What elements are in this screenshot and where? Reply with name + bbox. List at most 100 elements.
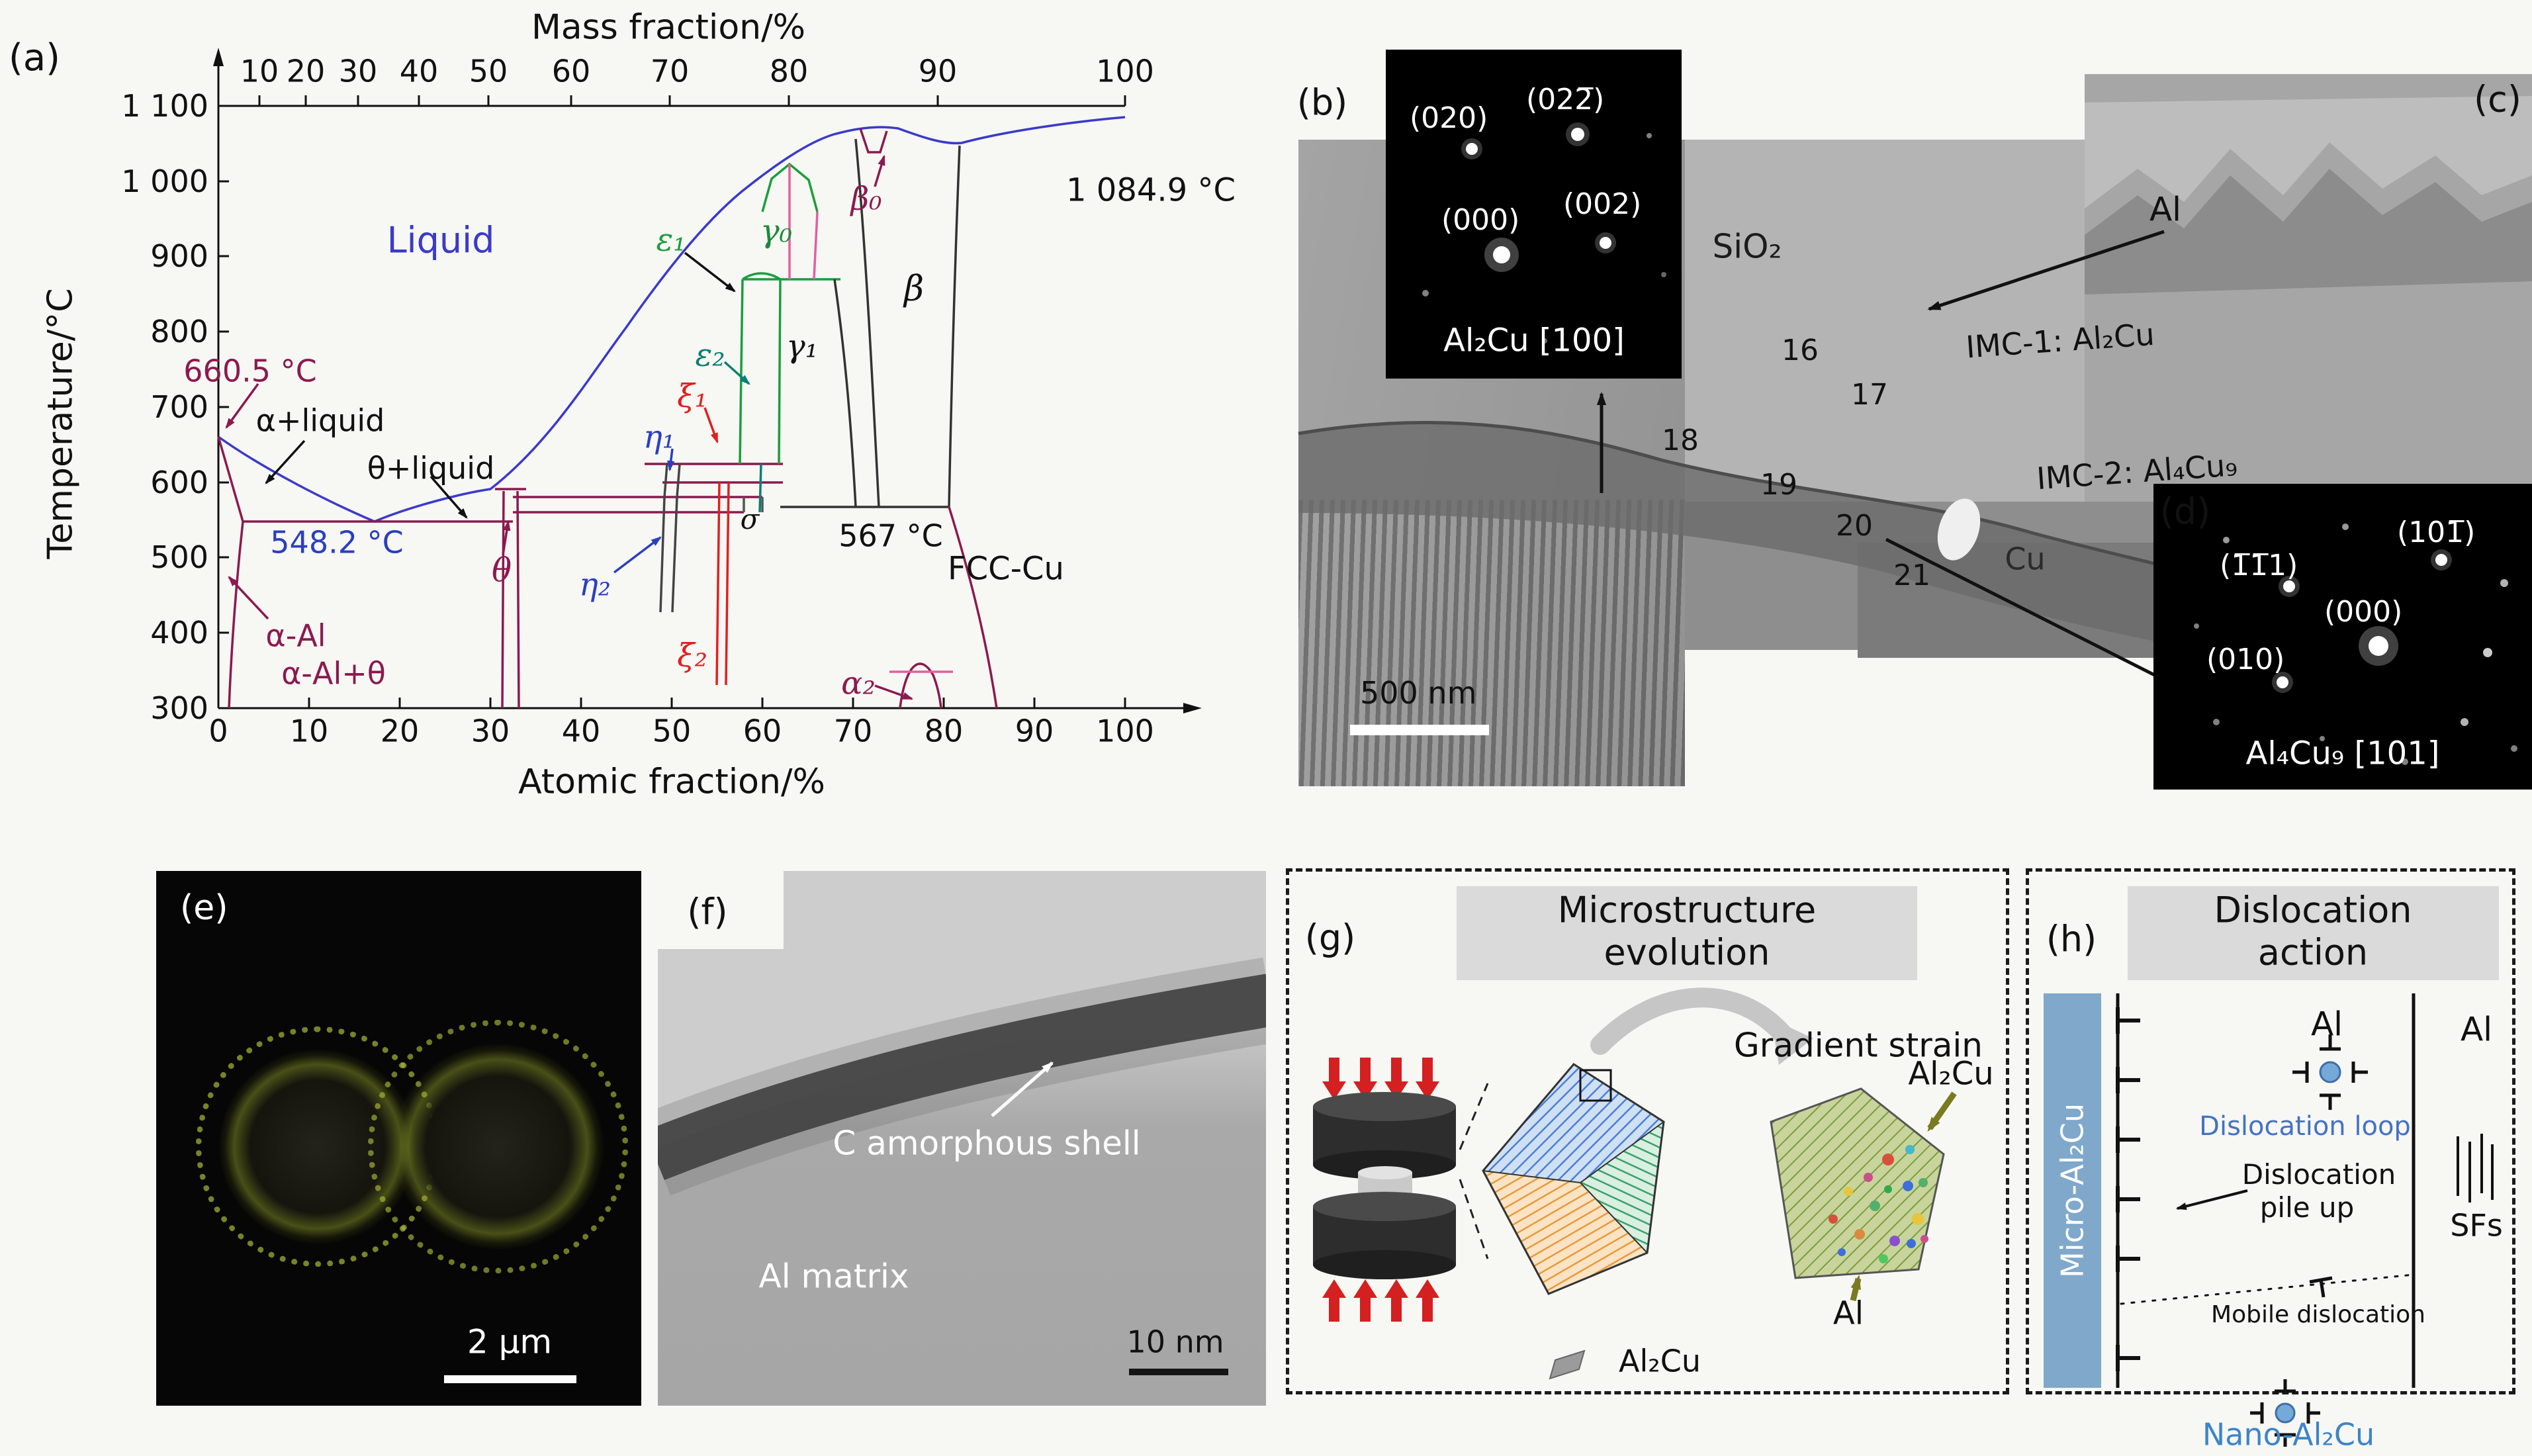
scalebar-2um-text: 2 μm	[467, 1322, 553, 1361]
dislocation-loop-circle	[2319, 1061, 2341, 1083]
scalebar-10nm	[1129, 1369, 1228, 1375]
panel-e-eds-map: (e) 2 μm	[156, 871, 641, 1406]
mass-tick: 50	[469, 53, 508, 89]
tick-marks	[217, 95, 1126, 709]
panel-e-label: (e)	[180, 888, 228, 928]
nano-al2cu-label: Nano-Al₂Cu	[2202, 1416, 2375, 1453]
mass-tick: 70	[650, 53, 690, 89]
atomic-tick: 20	[380, 713, 420, 749]
atomic-tick: 100	[1096, 713, 1154, 749]
eta1-label: η₁	[643, 418, 675, 456]
gamma0-label: γ₀	[760, 212, 792, 250]
mass-tick: 80	[769, 53, 809, 89]
pile-up-pointer-arrow	[2175, 1189, 2248, 1210]
panel-d-label: (d)	[2159, 490, 2211, 533]
transform-arrow-head	[1771, 1019, 1813, 1065]
panel-g-label: (g)	[1304, 917, 1356, 959]
tem-region-sio2	[1685, 140, 2146, 502]
tem-bright-blob	[1937, 498, 1981, 561]
saed-d-spot-010: (010)	[2206, 643, 2285, 676]
atomic-tick: 40	[561, 713, 601, 749]
beta-label: β	[903, 269, 925, 309]
loop-dislocation-marks	[2292, 1034, 2368, 1110]
panel-g-title-bar	[1457, 886, 1917, 980]
saed-d-spot-000: (000)	[2324, 595, 2403, 629]
saed-al4cu9-spots	[2194, 523, 2517, 765]
grain-number: 16	[1782, 333, 1819, 367]
temp-tick: 1 100	[121, 88, 208, 124]
alpha-al-theta-label: α-Al+θ	[281, 655, 386, 692]
panel-h-schematic: (h) Dislocation action Micro-Al₂Cu	[2026, 868, 2515, 1394]
temp-tick: 300	[150, 690, 208, 726]
tem-montage: (020) (022̅) (000) (002) Al₂Cu [100] (10…	[1290, 36, 2532, 791]
al2cu-pointer-arrow	[1927, 1091, 1957, 1132]
atomic-tick: 10	[289, 713, 329, 749]
arrow-to-saed-d	[1885, 537, 2196, 697]
press-red-arrows	[1322, 1058, 1439, 1322]
mass-tick: 10	[240, 53, 279, 89]
al2cu-particle-label: Al₂Cu	[1619, 1343, 1701, 1379]
saed-al2cu-spots	[1422, 122, 1666, 343]
tem-cu-striations	[1298, 500, 1685, 786]
sio2-label: SiO₂	[1712, 227, 1782, 266]
tem-overlay	[1298, 96, 2532, 697]
cu-melting-label: 1 084.9 °C	[1066, 171, 1236, 209]
x-axis-arrow	[1183, 703, 1202, 713]
stacking-faults-marks	[2457, 1134, 2494, 1203]
mass-axis-title: Mass fraction/%	[531, 7, 806, 48]
zoom-guides	[1459, 1083, 1489, 1259]
panel-h-label: (h)	[2046, 918, 2097, 960]
atomic-axis-title: Atomic fraction/%	[518, 762, 825, 802]
scalebar-500nm-text: 500 nm	[1360, 675, 1477, 711]
theta-label: θ	[491, 551, 512, 590]
eutectoid-temp-label: 567 °C	[838, 518, 943, 554]
mobile-dislocation-path	[2120, 1273, 2415, 1305]
pile-up-dislocations	[2116, 1007, 2140, 1371]
temp-tick: 600	[150, 465, 208, 500]
atomic-tick: 0	[208, 713, 228, 749]
al2cu-grain-label: Al₂Cu	[1908, 1055, 1994, 1093]
xi1-label: ξ₁	[677, 377, 707, 415]
grain-number: 18	[1662, 423, 1699, 457]
deformed-grain-pentagon	[1482, 1063, 1665, 1295]
panel-h-title-1: Dislocation	[2214, 889, 2412, 931]
tem-ridge-highlight	[2085, 96, 2532, 208]
al-right-label: Al	[2460, 1010, 2493, 1049]
panel-b-label: (b)	[1296, 81, 1348, 124]
phase-boundaries	[217, 116, 1126, 709]
eps1-label: ε₁	[656, 221, 686, 259]
grain-number: 17	[1851, 377, 1888, 412]
micro-al2cu-bar: Micro-Al₂Cu	[2044, 993, 2101, 1388]
shell-label: C amorphous shell	[833, 1124, 1141, 1163]
saed-d-spot-111: (1̅1̅1)	[2220, 549, 2298, 582]
sigma-label: σ	[740, 502, 760, 535]
atomic-tick: 80	[924, 713, 964, 749]
zoom-box	[1579, 1069, 1612, 1102]
temp-tick: 700	[150, 389, 208, 425]
al2cu-particle-shape	[1549, 1349, 1586, 1380]
saed-d-spot-101: (101̅)	[2397, 516, 2476, 549]
al-pointer-arrow	[1927, 230, 2165, 311]
eutectic-temp-label: 548.2 °C	[270, 524, 404, 561]
phase-diagram-plot	[213, 48, 1202, 713]
shell-pointer-arrow	[991, 1062, 1054, 1117]
panel-f-notch	[658, 871, 784, 949]
al-mid-label: Al	[2310, 1005, 2343, 1044]
nano-loop-graphic	[2250, 1379, 2320, 1447]
pile-up-label-1: Dislocation	[2241, 1158, 2396, 1191]
al-pointer-arrow-g	[1850, 1274, 1862, 1302]
mass-tick: 100	[1096, 53, 1154, 89]
al-label: Al	[2149, 190, 2182, 229]
tem-film-edge	[1298, 420, 2212, 581]
scalebar-500nm	[1350, 725, 1489, 735]
mass-tick: 90	[918, 53, 958, 89]
sfs-label: SFs	[2450, 1207, 2503, 1244]
alpha2-label: α₂	[841, 664, 876, 702]
liquid-label: Liquid	[386, 219, 495, 261]
saed-b-spot-002: (002)	[1563, 187, 1642, 221]
axes	[217, 60, 1188, 709]
theta-liquid-label: θ+liquid	[367, 450, 495, 486]
atomic-tick: 60	[743, 713, 782, 749]
y-axis-arrow	[213, 48, 224, 66]
panel-g-title-1: Microstructure	[1557, 889, 1817, 931]
